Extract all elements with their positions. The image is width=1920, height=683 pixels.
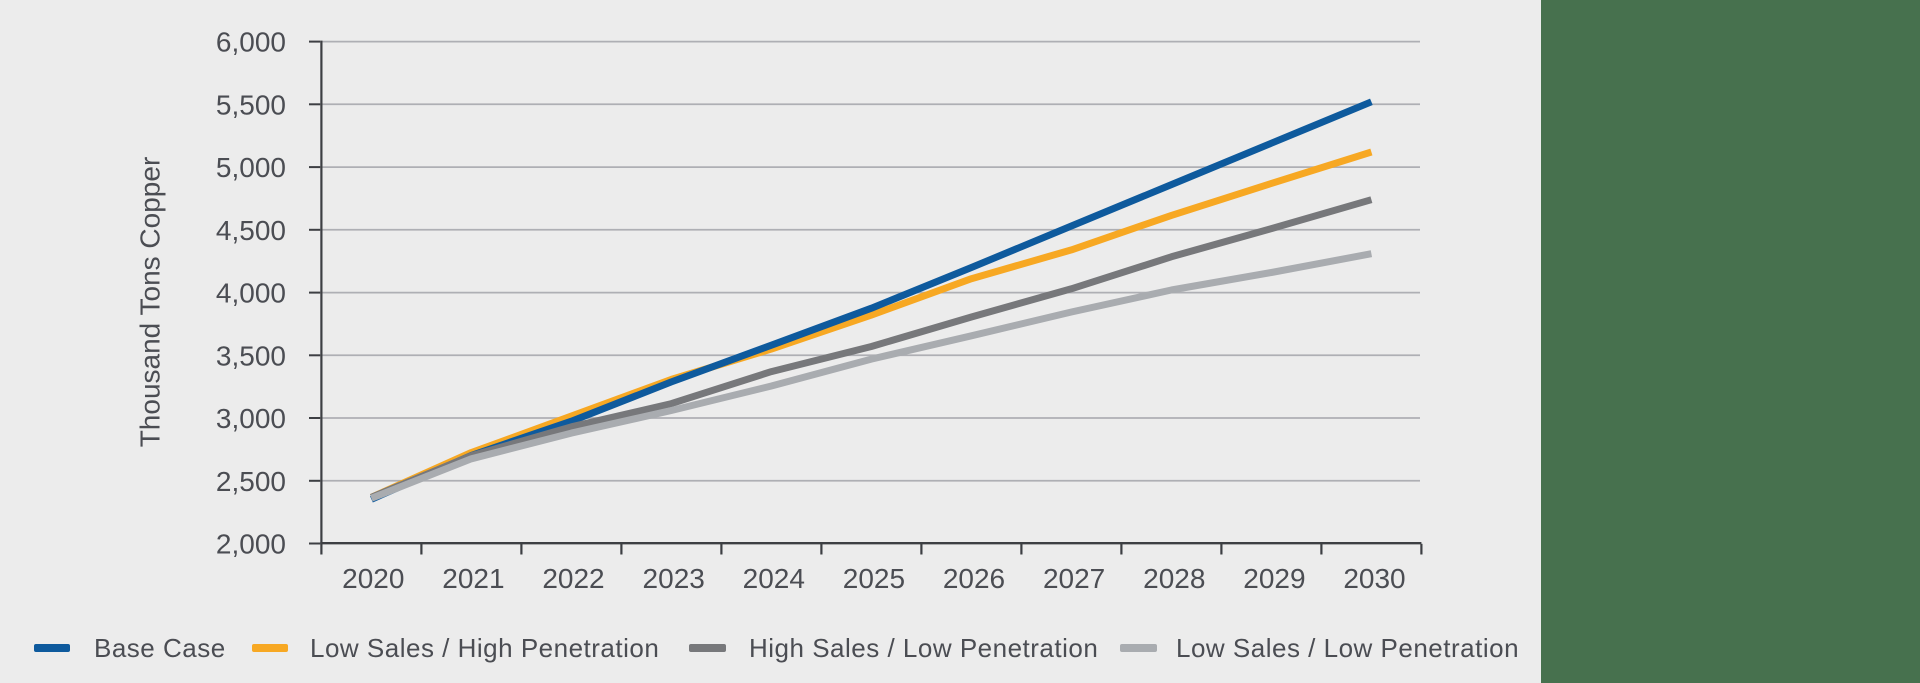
svg-text:6,000: 6,000 xyxy=(216,27,286,58)
svg-text:5,000: 5,000 xyxy=(216,152,286,183)
svg-text:Base Case: Base Case xyxy=(94,633,226,663)
svg-text:2027: 2027 xyxy=(1043,563,1105,594)
svg-text:4,500: 4,500 xyxy=(216,215,286,246)
svg-text:2021: 2021 xyxy=(442,563,504,594)
svg-text:Thousand Tons Copper: Thousand Tons Copper xyxy=(135,157,166,448)
svg-text:2030: 2030 xyxy=(1343,563,1405,594)
svg-text:2026: 2026 xyxy=(943,563,1005,594)
svg-text:2025: 2025 xyxy=(843,563,905,594)
svg-text:2029: 2029 xyxy=(1243,563,1305,594)
svg-text:2,000: 2,000 xyxy=(216,529,286,560)
svg-text:2022: 2022 xyxy=(542,563,604,594)
svg-text:2020: 2020 xyxy=(342,563,404,594)
svg-text:4,000: 4,000 xyxy=(216,278,286,309)
svg-text:2024: 2024 xyxy=(743,563,805,594)
svg-text:High Sales / Low Penetration: High Sales / Low Penetration xyxy=(749,633,1098,663)
svg-text:Low Sales / Low Penetration: Low Sales / Low Penetration xyxy=(1176,633,1519,663)
svg-text:2023: 2023 xyxy=(643,563,705,594)
svg-text:3,000: 3,000 xyxy=(216,403,286,434)
svg-text:3,500: 3,500 xyxy=(216,340,286,371)
svg-text:Low Sales / High Penetration: Low Sales / High Penetration xyxy=(310,633,659,663)
svg-text:2028: 2028 xyxy=(1143,563,1205,594)
svg-text:2,500: 2,500 xyxy=(216,466,286,497)
svg-text:5,500: 5,500 xyxy=(216,89,286,120)
